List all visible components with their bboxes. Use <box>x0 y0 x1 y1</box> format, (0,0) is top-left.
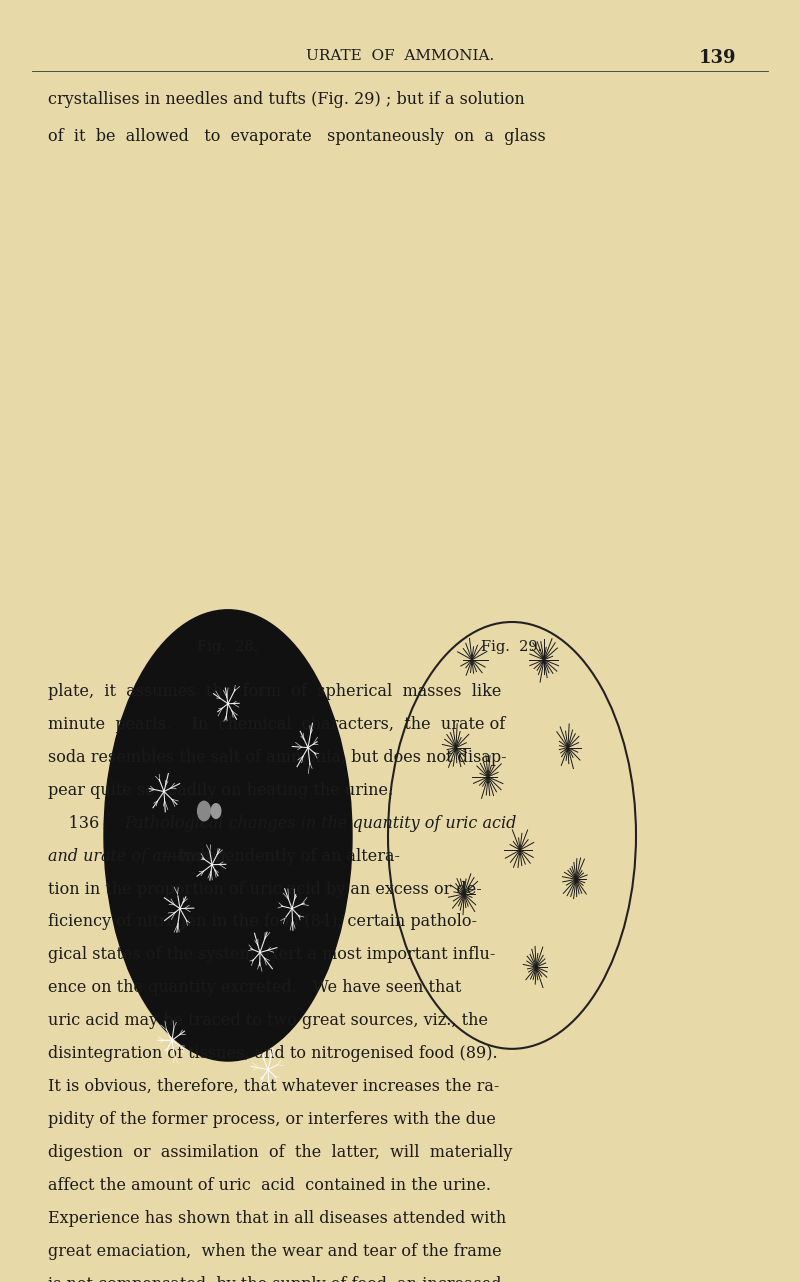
Text: URATE  OF  AMMONIA.: URATE OF AMMONIA. <box>306 49 494 63</box>
Text: uric acid may be traced to two great sources, viz., the: uric acid may be traced to two great sou… <box>48 1013 488 1029</box>
Text: of  it  be  allowed   to  evaporate   spontaneously  on  a  glass: of it be allowed to evaporate spontaneou… <box>48 128 546 145</box>
Text: Fig.  28.: Fig. 28. <box>198 640 258 654</box>
Text: —Independently of an altera-: —Independently of an altera- <box>162 847 400 864</box>
Text: 136: 136 <box>48 814 110 832</box>
Circle shape <box>211 804 221 818</box>
Text: crystallises in needles and tufts (Fig. 29) ; but if a solution: crystallises in needles and tufts (Fig. … <box>48 91 525 109</box>
Text: gical states of the system exert a most important influ-: gical states of the system exert a most … <box>48 946 495 963</box>
Ellipse shape <box>104 610 352 1061</box>
Text: disintegration of tissues, and to nitrogenised food (89).: disintegration of tissues, and to nitrog… <box>48 1045 498 1063</box>
Text: tion in the proportion of uric acid by an excess or de-: tion in the proportion of uric acid by a… <box>48 881 482 897</box>
Text: soda resembles the salt of ammonia, but does not disap-: soda resembles the salt of ammonia, but … <box>48 749 506 765</box>
Text: plate,  it  assumes  the  form  of  spherical  masses  like: plate, it assumes the form of spherical … <box>48 683 502 700</box>
Text: Pathological changes in the quantity of uric acid: Pathological changes in the quantity of … <box>124 814 516 832</box>
Ellipse shape <box>388 622 636 1049</box>
Circle shape <box>198 801 210 820</box>
Text: great emaciation,  when the wear and tear of the frame: great emaciation, when the wear and tear… <box>48 1242 502 1260</box>
Text: Fig.  29.: Fig. 29. <box>482 640 542 654</box>
Text: pear quite so readily on heating the urine.: pear quite so readily on heating the uri… <box>48 782 393 799</box>
Text: is not compensated  by the supply of food, an increased: is not compensated by the supply of food… <box>48 1276 502 1282</box>
Text: affect the amount of uric  acid  contained in the urine.: affect the amount of uric acid contained… <box>48 1177 491 1194</box>
Text: ficiency of nitrogen in the food (84), certain patholo-: ficiency of nitrogen in the food (84), c… <box>48 914 477 931</box>
Text: minute  pearls.    In  chemical  characters,  the  urate of: minute pearls. In chemical characters, t… <box>48 715 506 733</box>
Text: 139: 139 <box>698 49 736 67</box>
Text: and urate of ammonia.: and urate of ammonia. <box>48 847 231 864</box>
Text: pidity of the former process, or interferes with the due: pidity of the former process, or interfe… <box>48 1111 496 1128</box>
Text: Experience has shown that in all diseases attended with: Experience has shown that in all disease… <box>48 1210 506 1227</box>
Text: ence on the quantity excreted.   We have seen that: ence on the quantity excreted. We have s… <box>48 979 462 996</box>
Text: digestion  or  assimilation  of  the  latter,  will  materially: digestion or assimilation of the latter,… <box>48 1144 512 1161</box>
Text: It is obvious, therefore, that whatever increases the ra-: It is obvious, therefore, that whatever … <box>48 1078 499 1095</box>
